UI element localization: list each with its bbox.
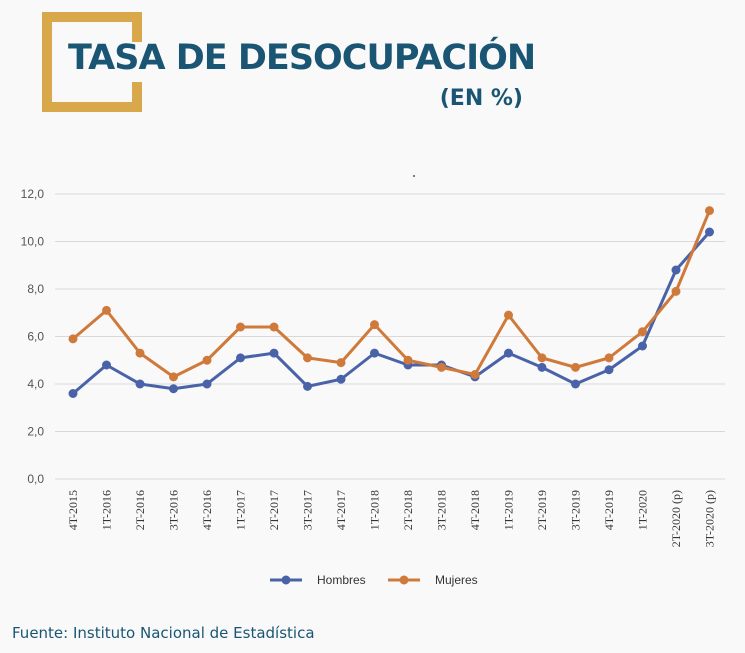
x-tick-label: 2T-2017 [267,490,281,530]
x-tick-label: 1T-2019 [502,490,516,530]
series-line-hombres [71,230,711,395]
legend-marker [281,575,291,585]
data-point-hombres [303,381,312,391]
x-tick-label: 1T-2017 [234,490,248,530]
legend-label: Hombres [317,573,366,587]
x-tick-label: 3T-2018 [435,490,449,530]
data-point-mujeres [470,370,480,379]
data-point-mujeres [370,320,379,330]
y-tick-label: 12,0 [21,187,45,201]
x-tick-label: 4T-2016 [200,490,214,530]
x-tick-label: 1T-2018 [368,490,382,530]
data-point-hombres [370,348,379,358]
data-point-mujeres [68,334,78,344]
data-point-hombres [236,353,245,363]
data-point-hombres [671,265,681,275]
data-point-hombres [705,227,714,237]
legend-label: Mujeres [435,573,478,587]
x-tick-label: 2T-2020 (p) [669,490,683,547]
source-note: Fuente: Instituto Nacional de Estadístic… [12,624,315,642]
data-point-mujeres [537,353,547,363]
data-point-hombres [135,379,145,389]
x-tick-label: 4T-2017 [334,490,348,530]
data-point-mujeres [504,310,513,320]
y-tick-label: 0,0 [27,472,44,486]
x-tick-label: 3T-2017 [301,490,315,530]
x-tick-label: 4T-2015 [66,490,80,530]
y-tick-label: 6,0 [27,330,44,344]
data-point-mujeres [202,355,212,365]
data-point-hombres [102,360,111,370]
data-point-mujeres [169,372,178,382]
page-title: TASA DE DESOCUPACIÓN [68,38,536,78]
data-point-hombres [638,341,647,351]
frame-logo [42,12,142,112]
x-tick-label: 4T-2019 [602,490,616,530]
data-point-mujeres [135,348,145,358]
data-point-mujeres [336,358,346,368]
data-point-mujeres [403,355,413,365]
data-point-mujeres [638,327,647,337]
y-tick-label: 10,0 [21,235,45,249]
data-point-mujeres [705,206,714,216]
data-point-hombres [336,374,346,384]
x-tick-label: 3T-2016 [167,490,181,530]
series-line-mujeres [71,209,711,379]
stray-dot [413,175,415,177]
data-point-mujeres [604,353,614,363]
data-point-mujeres [571,362,580,372]
data-point-hombres [537,362,547,372]
data-point-mujeres [671,286,681,296]
data-point-hombres [504,348,513,358]
data-point-hombres [571,379,580,389]
x-tick-label: 1T-2020 [636,490,650,530]
x-tick-label: 3T-2020 (p) [703,490,717,547]
x-tick-label: 4T-2018 [468,490,482,530]
data-point-hombres [68,389,78,398]
data-point-mujeres [303,353,312,363]
y-tick-label: 4,0 [27,377,44,391]
data-point-hombres [604,365,614,375]
legend-marker [399,575,409,585]
x-tick-label: 1T-2016 [100,490,114,530]
data-point-hombres [169,384,178,394]
x-tick-label: 2T-2016 [133,490,147,530]
data-point-hombres [202,379,212,389]
y-tick-label: 8,0 [27,282,44,296]
data-point-mujeres [102,305,111,315]
data-point-mujeres [437,362,446,372]
data-point-hombres [269,348,279,358]
y-tick-label: 2,0 [27,425,44,439]
x-tick-label: 2T-2019 [535,490,549,530]
x-tick-label: 2T-2018 [401,490,415,530]
x-tick-label: 3T-2019 [569,490,583,530]
data-point-mujeres [236,322,245,332]
page-subtitle: (EN %) [439,86,523,111]
data-point-mujeres [269,322,279,332]
